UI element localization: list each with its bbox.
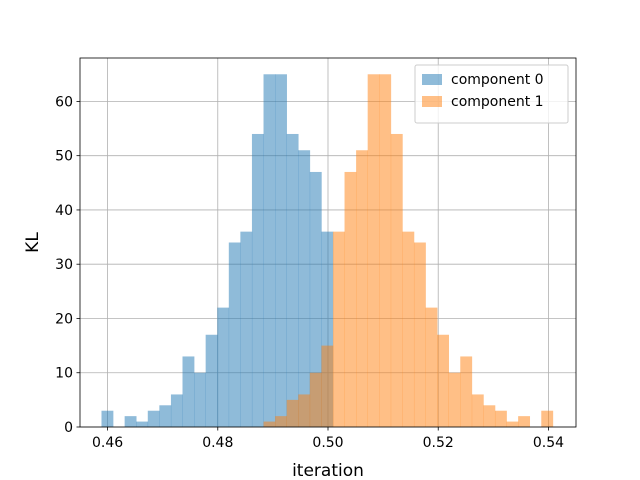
histogram-bar: [159, 405, 172, 427]
histogram-bar: [228, 242, 241, 427]
histogram-bar: [321, 345, 334, 427]
histogram-bar: [448, 372, 461, 427]
histogram-bar: [275, 416, 287, 427]
histogram-bar: [298, 394, 311, 427]
histogram-bar: [136, 421, 149, 427]
series-1-bars: [263, 74, 554, 427]
histogram-bar: [390, 133, 403, 427]
histogram-bar: [356, 150, 368, 427]
histogram-bar: [309, 171, 322, 427]
histogram-bar: [147, 410, 160, 427]
histogram-bar: [344, 171, 357, 427]
histogram-bar: [425, 307, 438, 427]
legend-label: component 1: [451, 94, 544, 110]
histogram-bar: [205, 334, 218, 427]
y-tick-label: 10: [55, 366, 73, 382]
histogram-bar: [217, 307, 230, 427]
y-tick-label: 0: [64, 420, 73, 436]
y-tick-label: 20: [55, 311, 73, 327]
y-tick-label: 40: [55, 203, 73, 219]
x-tick-label: 0.50: [312, 435, 343, 451]
histogram-bar: [298, 150, 311, 427]
x-axis-label: iteration: [292, 461, 364, 480]
x-axis-ticks: 0.46 0.48 0.50 0.52 0.54: [92, 427, 564, 451]
histogram-bar: [286, 399, 299, 427]
histogram-bar: [379, 74, 392, 427]
histogram-bar: [263, 421, 276, 427]
histogram-bar: [460, 356, 473, 427]
histogram-bar: [263, 74, 276, 427]
bars: [101, 74, 554, 427]
y-axis-ticks: 0 10 20 30 40 50 60: [55, 94, 80, 436]
histogram-bar: [309, 372, 322, 427]
histogram-bar: [251, 133, 264, 427]
y-tick-label: 60: [55, 94, 73, 110]
histogram-bar: [402, 231, 415, 427]
histogram-bar: [483, 405, 496, 427]
histogram-bar: [240, 231, 253, 427]
legend-swatch: [422, 74, 442, 85]
legend-box: [414, 64, 569, 124]
y-tick-label: 50: [55, 149, 73, 165]
legend-label: component 0: [451, 72, 544, 88]
x-tick-label: 0.48: [202, 435, 233, 451]
histogram-bar: [518, 416, 531, 427]
histogram-bar: [101, 410, 114, 427]
histogram-bar: [332, 231, 345, 427]
histogram-bar: [413, 242, 426, 427]
histogram-bar: [321, 231, 334, 427]
y-tick-label: 30: [55, 257, 73, 273]
histogram-bar: [124, 416, 137, 427]
histogram-bar: [541, 410, 554, 427]
histogram-bar: [170, 394, 183, 427]
series-0-bars: [101, 74, 334, 427]
legend: component 0 component 1: [414, 64, 569, 124]
histogram-bar: [506, 421, 519, 427]
histogram-bar: [494, 410, 507, 427]
legend-swatch: [422, 96, 442, 107]
histogram-bar: [471, 394, 484, 427]
histogram-bar: [286, 133, 299, 427]
x-tick-label: 0.54: [533, 435, 564, 451]
y-axis-label: KL: [23, 232, 43, 253]
x-tick-label: 0.46: [92, 435, 123, 451]
histogram-bar: [275, 74, 287, 427]
x-tick-label: 0.52: [423, 435, 454, 451]
histogram-bar: [367, 74, 380, 427]
histogram-bar: [437, 334, 449, 427]
histogram-bar: [194, 372, 206, 427]
histogram-bar: [182, 356, 195, 427]
